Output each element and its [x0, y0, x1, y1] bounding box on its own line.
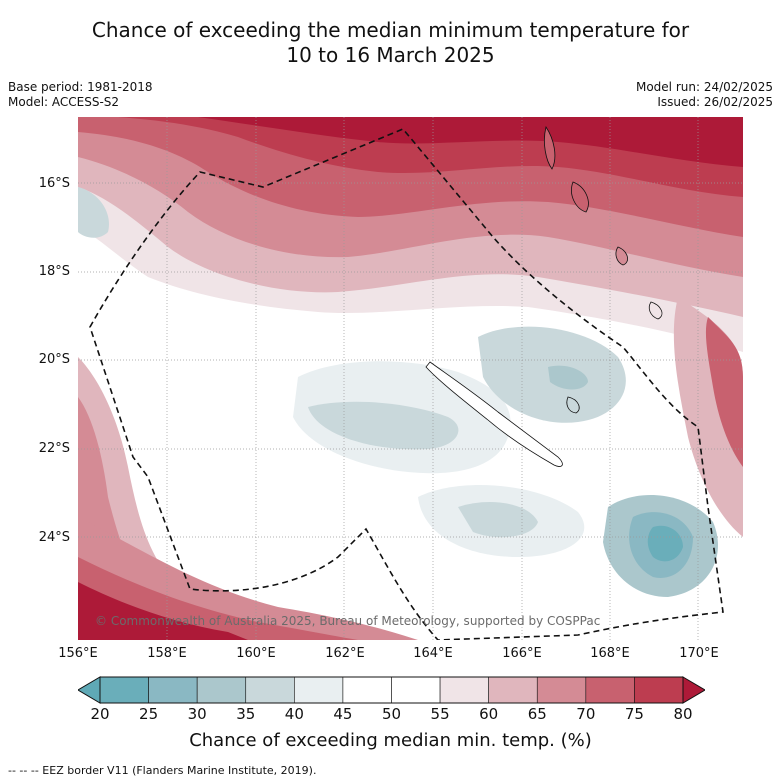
colorbar-tick-label: 80	[663, 705, 703, 723]
map-title: Chance of exceeding the median minimum t…	[0, 18, 781, 68]
colorbar-segment	[634, 677, 683, 703]
base-period: Base period: 1981-2018	[8, 80, 153, 95]
model-run: Model run: 24/02/2025	[636, 80, 773, 95]
colorbar-segment	[392, 677, 441, 703]
meta-right: Model run: 24/02/2025 Issued: 26/02/2025	[636, 80, 773, 110]
colorbar-tick-label: 40	[274, 705, 314, 723]
colorbar-segment	[197, 677, 246, 703]
issued-date: Issued: 26/02/2025	[636, 95, 773, 110]
map-panel	[78, 117, 743, 640]
colorbar	[78, 674, 705, 706]
colorbar-segment	[149, 677, 198, 703]
lon-label-160e: 160°E	[226, 646, 286, 661]
lon-label-156e: 156°E	[48, 646, 108, 661]
colorbar-segment	[586, 677, 635, 703]
map-title-line1: Chance of exceeding the median minimum t…	[0, 18, 781, 43]
lat-label-24s: 24°S	[0, 530, 70, 545]
lon-label-164e: 164°E	[403, 646, 463, 661]
lon-label-168e: 168°E	[580, 646, 640, 661]
lat-label-16s: 16°S	[0, 176, 70, 191]
meta-left: Base period: 1981-2018 Model: ACCESS-S2	[8, 80, 153, 110]
lat-label-20s: 20°S	[0, 352, 70, 367]
colorbar-tick-label: 20	[80, 705, 120, 723]
colorbar-tick-label: 30	[177, 705, 217, 723]
colorbar-tick-label: 25	[129, 705, 169, 723]
colorbar-tick-label: 35	[226, 705, 266, 723]
colorbar-tick-label: 45	[323, 705, 363, 723]
eez-legend: -- -- -- EEZ border V11 (Flanders Marine…	[8, 764, 316, 777]
lat-label-18s: 18°S	[0, 264, 70, 279]
copyright-notice: © Commonwealth of Australia 2025, Bureau…	[95, 614, 600, 628]
colorbar-low-extend	[78, 677, 100, 703]
map-title-line2: 10 to 16 March 2025	[0, 43, 781, 68]
colorbar-segment	[294, 677, 343, 703]
colorbar-segment	[343, 677, 392, 703]
colorbar-segment	[100, 677, 149, 703]
colorbar-tick-label: 75	[614, 705, 654, 723]
colorbar-tick-label: 60	[469, 705, 509, 723]
colorbar-label: Chance of exceeding median min. temp. (%…	[0, 730, 781, 751]
colorbar-high-extend	[683, 677, 705, 703]
map-canvas	[78, 117, 743, 640]
colorbar-segment	[440, 677, 489, 703]
colorbar-segment	[489, 677, 538, 703]
colorbar-tick-label: 65	[517, 705, 557, 723]
colorbar-segment	[537, 677, 586, 703]
colorbar-segment	[246, 677, 295, 703]
lon-label-170e: 170°E	[669, 646, 729, 661]
model-name: Model: ACCESS-S2	[8, 95, 153, 110]
colorbar-tick-label: 50	[372, 705, 412, 723]
lon-label-162e: 162°E	[315, 646, 375, 661]
lon-label-158e: 158°E	[137, 646, 197, 661]
colorbar-tick-label: 55	[420, 705, 460, 723]
lat-label-22s: 22°S	[0, 441, 70, 456]
lon-label-166e: 166°E	[492, 646, 552, 661]
colorbar-tick-label: 70	[566, 705, 606, 723]
